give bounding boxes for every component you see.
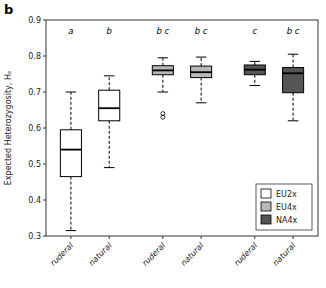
whisker-cap [250,85,261,86]
y-tick-label: 0.5 [28,160,41,169]
x-tick-label: natural [179,241,206,268]
significance-label: a [68,26,73,36]
whisker [293,54,294,67]
y-tick [43,236,46,237]
flier [161,112,165,116]
whisker-cap [288,54,299,55]
box [152,66,173,75]
box-plot [99,76,120,168]
whisker [70,177,71,231]
median [99,107,120,109]
chart: 0.3 0.4 0.5 0.6 0.7 0.8 0.9 Expected Heterozygo… [0,0,326,288]
box [191,66,212,78]
x-tick [201,236,202,239]
median [191,71,212,73]
median [283,72,304,74]
x-tick-label: ruderal [49,241,76,268]
whisker [201,57,202,66]
x-tick [293,236,294,239]
whisker-cap [104,167,115,168]
median [152,70,173,72]
x-tick-label: natural [271,241,298,268]
whisker-cap [158,92,169,93]
whisker [109,76,110,90]
whisker-cap [158,57,169,58]
y-tick-label: 0.7 [28,88,41,97]
boxes [60,54,303,230]
whisker-cap [250,61,261,62]
y-axis-label: Expected Heterozygosity, Hₑ [4,71,13,185]
legend-label: EU4x [276,203,297,212]
title: b [4,2,13,17]
median [244,69,265,71]
x-tick [70,236,71,239]
whisker-cap [66,92,77,93]
whisker [109,121,110,168]
y-tick [43,128,46,129]
legend-frame [256,184,312,230]
median [60,149,81,151]
legend-swatch [261,202,271,211]
x-tick [254,236,255,239]
x-tick [162,236,163,239]
y-tick [43,164,46,165]
box-plot [191,57,212,103]
y-tick-label: 0.4 [28,196,41,205]
y-tick [43,92,46,93]
significance-label: b c [287,26,300,36]
y-tick-label: 0.3 [28,232,41,241]
whisker-cap [196,102,207,103]
y-tick [43,56,46,57]
significance-label: b c [156,26,169,36]
whisker [162,75,163,92]
legend: EU2x EU4x NA4x [256,184,312,230]
y-tick [43,20,46,21]
whisker-cap [196,57,207,58]
labels: a ruderal b natural b c ruderal b c natural c rud… [49,26,300,268]
plot-frame [46,20,318,236]
whisker [254,75,255,86]
x-tick-label: ruderal [141,241,168,268]
y-tick-label: 0.6 [28,124,41,133]
x-tick-label: natural [87,241,114,268]
y-tick [43,200,46,201]
y-tick-label: 0.8 [28,52,41,61]
box [283,68,304,93]
box-plot [60,92,81,231]
legend-label: EU2x [276,190,297,199]
box-plot [283,54,304,121]
whisker [254,61,255,65]
box [244,65,265,75]
whisker [70,92,71,130]
whisker [201,78,202,103]
significance-label: b [107,26,112,36]
x-tick-label: ruderal [232,241,259,268]
whisker-cap [288,120,299,121]
y-axis: 0.3 0.4 0.5 0.6 0.7 0.8 0.9 [28,16,46,241]
y-tick-label: 0.9 [28,16,41,25]
legend-label: NA4x [276,216,298,225]
legend-swatch [261,189,271,198]
box-plot [152,58,173,119]
legend-swatch [261,215,271,224]
significance-label: c [252,26,257,36]
box-plot [244,61,265,85]
whisker-cap [66,230,77,231]
whisker-cap [104,75,115,76]
x-tick [109,236,110,239]
whisker [162,58,163,66]
box [60,130,81,177]
box [99,90,120,121]
whisker [293,93,294,121]
significance-label: b c [195,26,208,36]
